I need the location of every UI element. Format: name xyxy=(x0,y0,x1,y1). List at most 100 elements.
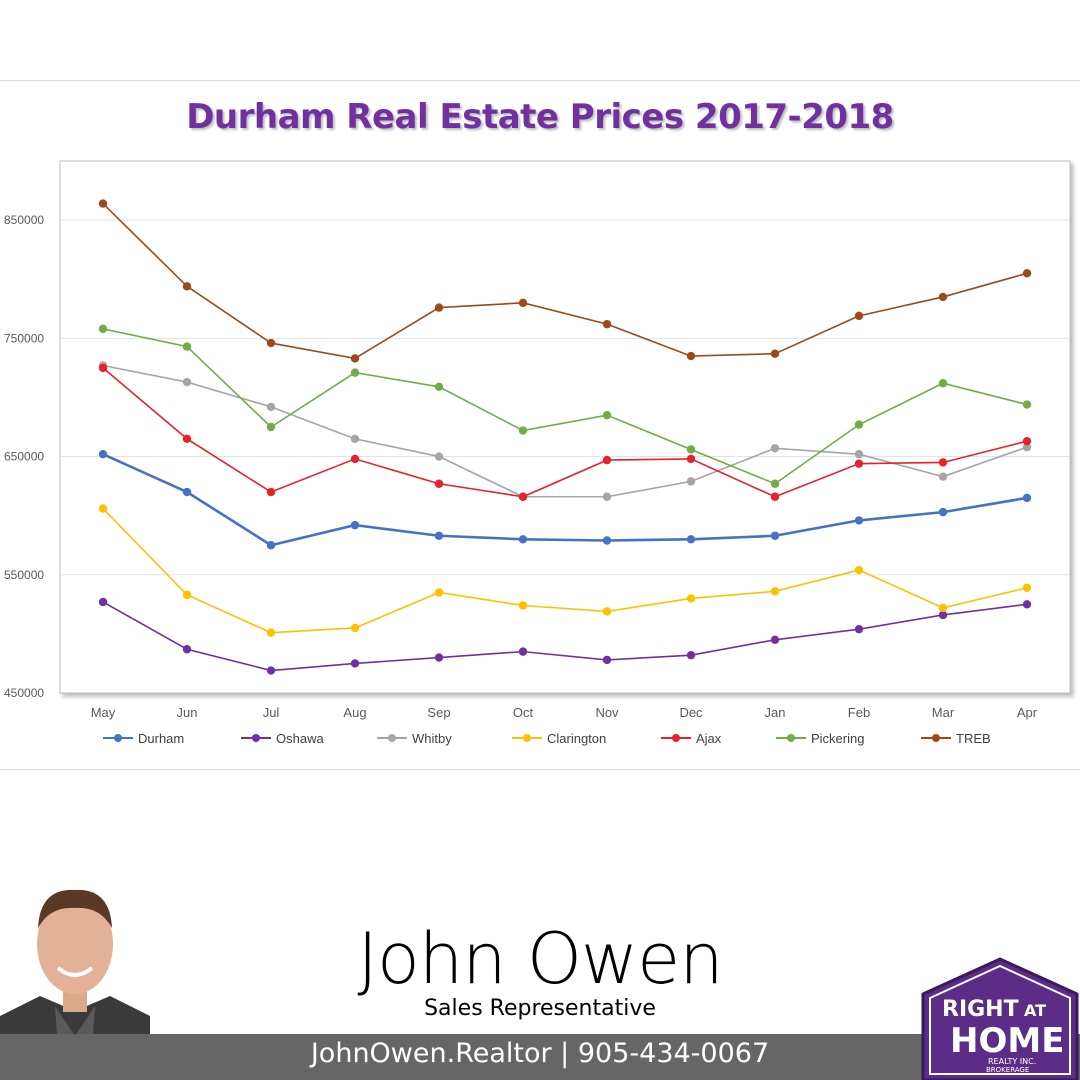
legend-item-oshawa: Oshawa xyxy=(241,731,324,746)
data-point xyxy=(854,311,864,321)
data-point xyxy=(350,354,360,363)
svg-text:HOME: HOME xyxy=(950,1021,1064,1061)
legend-item-treb: TREB xyxy=(921,731,991,746)
y-tick-label: 850000 xyxy=(4,213,44,227)
legend-swatch-marker xyxy=(932,734,940,742)
y-tick-label: 450000 xyxy=(4,686,44,700)
legend-swatch-marker xyxy=(523,734,531,742)
data-point xyxy=(686,535,696,544)
data-point xyxy=(770,479,780,488)
x-tick-label: Jan xyxy=(765,705,786,720)
x-tick-label: Dec xyxy=(679,705,703,720)
data-point xyxy=(98,504,108,513)
series-line xyxy=(102,601,1028,672)
x-tick-label: Jun xyxy=(177,705,198,720)
data-point xyxy=(938,472,948,481)
data-point xyxy=(770,444,780,453)
data-point xyxy=(1022,269,1032,278)
series-line xyxy=(102,328,1028,485)
top-divider xyxy=(0,80,1080,81)
series-pickering xyxy=(98,324,1032,488)
data-point xyxy=(182,645,192,654)
legend-label: TREB xyxy=(956,731,991,746)
data-point xyxy=(350,659,360,668)
data-point xyxy=(98,324,108,334)
data-point xyxy=(770,635,780,644)
y-tick-label: 650000 xyxy=(4,450,44,464)
series-ajax xyxy=(98,363,1032,501)
data-point xyxy=(182,434,192,444)
series-line xyxy=(102,508,1028,634)
data-point xyxy=(938,458,948,467)
x-tick-label: Oct xyxy=(513,705,534,720)
data-point xyxy=(938,610,948,620)
data-point xyxy=(770,531,780,540)
y-tick-label: 750000 xyxy=(4,331,44,345)
data-point xyxy=(434,531,444,540)
legend-swatch-marker xyxy=(787,734,795,742)
data-point xyxy=(266,541,276,550)
data-point xyxy=(266,628,276,637)
data-point xyxy=(1022,600,1032,609)
x-tick-label: Mar xyxy=(932,705,955,720)
data-point xyxy=(350,434,360,444)
data-point xyxy=(266,422,276,432)
data-point xyxy=(350,623,360,633)
data-point xyxy=(602,319,612,329)
legend-label: Whitby xyxy=(412,731,452,746)
data-point xyxy=(182,487,192,497)
legend-item-clarington: Clarington xyxy=(512,731,606,746)
y-axis-ticks: 850000 750000 650000 550000 450000 xyxy=(4,213,44,700)
x-tick-label: Jul xyxy=(263,705,280,720)
x-tick-label: Nov xyxy=(595,705,619,720)
contact-bar xyxy=(0,1034,1080,1080)
data-point xyxy=(518,298,528,308)
contact-info[interactable]: JohnOwen.Realtor | 905-434-0067 xyxy=(310,1038,770,1069)
legend-label: Durham xyxy=(138,731,184,746)
data-point xyxy=(266,666,276,675)
data-point xyxy=(350,520,360,530)
data-point xyxy=(770,587,780,596)
data-point xyxy=(770,349,780,358)
x-tick-label: Sep xyxy=(427,705,450,720)
data-point xyxy=(770,492,780,501)
data-point xyxy=(350,368,360,377)
svg-text:AT: AT xyxy=(1024,1001,1046,1020)
data-point xyxy=(602,492,612,501)
data-point xyxy=(686,477,696,486)
series-lines xyxy=(98,199,1032,675)
data-point xyxy=(686,445,696,454)
data-point xyxy=(266,487,276,497)
data-point xyxy=(854,624,864,634)
legend: Durham Oshawa Whitby Clarington Ajax Pickerin… xyxy=(103,731,991,746)
data-point xyxy=(182,282,192,291)
data-point xyxy=(1022,442,1032,452)
data-point xyxy=(1022,583,1032,592)
legend-item-ajax: Ajax xyxy=(661,731,722,746)
data-point xyxy=(938,603,948,613)
svg-text:BROKERAGE: BROKERAGE xyxy=(986,1066,1029,1074)
series-clarington xyxy=(98,504,1032,637)
data-point xyxy=(686,454,696,464)
data-point xyxy=(98,449,108,459)
data-point xyxy=(602,655,612,665)
y-tick-label: 550000 xyxy=(4,568,44,582)
data-point xyxy=(434,303,444,312)
data-point xyxy=(938,507,948,517)
data-point xyxy=(602,455,612,465)
legend-label: Clarington xyxy=(547,731,606,746)
data-point xyxy=(98,597,108,607)
data-point xyxy=(518,601,528,610)
data-point xyxy=(518,535,528,544)
chart-title: Durham Real Estate Prices 2017-2018 xyxy=(186,97,894,137)
data-point xyxy=(686,351,696,361)
data-point xyxy=(350,454,360,464)
data-point xyxy=(1022,400,1032,409)
series-line xyxy=(102,367,1028,498)
series-line xyxy=(102,453,1028,547)
data-point xyxy=(518,647,528,656)
data-point xyxy=(602,607,612,616)
data-point xyxy=(854,516,864,525)
data-point xyxy=(182,377,192,387)
data-point xyxy=(98,199,108,208)
